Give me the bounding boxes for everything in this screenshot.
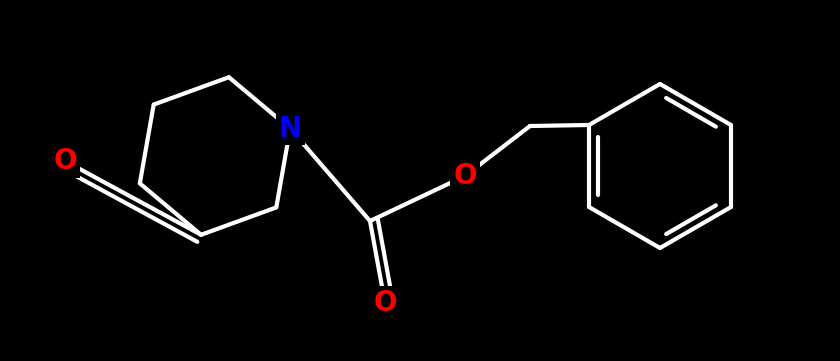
Text: O: O [454, 162, 477, 190]
Text: N: N [279, 115, 302, 143]
Text: O: O [373, 289, 396, 317]
Text: O: O [53, 147, 76, 175]
